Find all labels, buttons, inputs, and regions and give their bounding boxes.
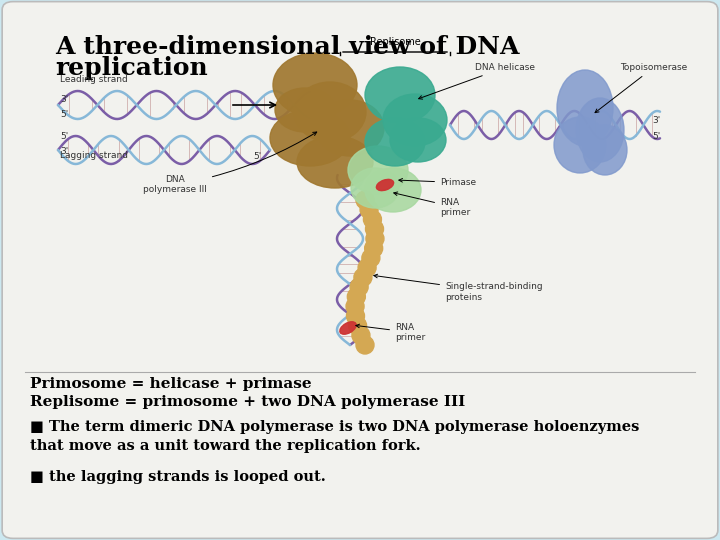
Ellipse shape (294, 82, 366, 142)
Ellipse shape (557, 70, 613, 146)
Ellipse shape (297, 136, 373, 188)
Ellipse shape (273, 53, 357, 117)
Text: Single-strand-binding
proteins: Single-strand-binding proteins (374, 274, 543, 302)
Ellipse shape (316, 100, 384, 156)
Text: RNA
primer: RNA primer (394, 192, 470, 217)
Text: ■ the lagging strands is looped out.: ■ the lagging strands is looped out. (30, 470, 325, 484)
Circle shape (350, 278, 368, 296)
Text: Primase: Primase (399, 178, 476, 187)
Ellipse shape (365, 118, 425, 166)
Text: 3': 3' (60, 147, 68, 156)
Text: Replisome = primosome + two DNA polymerase III: Replisome = primosome + two DNA polymera… (30, 395, 465, 409)
Text: 3': 3' (652, 116, 660, 125)
Ellipse shape (365, 168, 421, 212)
Text: 5': 5' (60, 110, 68, 119)
Ellipse shape (383, 94, 447, 146)
Circle shape (346, 298, 364, 315)
Text: 5': 5' (652, 132, 660, 141)
Circle shape (352, 326, 370, 345)
Ellipse shape (377, 179, 394, 191)
Circle shape (366, 220, 384, 238)
Ellipse shape (275, 88, 335, 132)
Ellipse shape (365, 67, 435, 123)
Ellipse shape (390, 118, 446, 162)
Circle shape (356, 191, 374, 209)
Circle shape (356, 336, 374, 354)
Text: A three-dimensional view of DNA: A three-dimensional view of DNA (55, 35, 520, 59)
Text: Primosome = helicase + primase: Primosome = helicase + primase (30, 377, 312, 391)
Text: 3': 3' (60, 95, 68, 104)
Text: Lagging strand: Lagging strand (60, 151, 128, 160)
Circle shape (364, 239, 382, 258)
Text: DNA
polymerase III: DNA polymerase III (143, 132, 317, 194)
Ellipse shape (340, 322, 356, 334)
Circle shape (346, 307, 364, 325)
Circle shape (362, 249, 380, 267)
Text: Leading strand: Leading strand (60, 75, 127, 84)
Text: RNA
primer: RNA primer (356, 322, 426, 342)
Circle shape (354, 268, 372, 286)
Text: Replisome: Replisome (369, 37, 420, 47)
Ellipse shape (583, 125, 627, 175)
Ellipse shape (348, 146, 408, 194)
Text: Topoisomerase: Topoisomerase (595, 63, 688, 113)
Text: 5': 5' (60, 132, 68, 141)
Text: 5': 5' (253, 152, 261, 161)
Ellipse shape (554, 117, 606, 173)
Ellipse shape (351, 168, 399, 208)
Text: ■ The term dimeric DNA polymerase is two DNA polymerase holoenzymes
that move as: ■ The term dimeric DNA polymerase is two… (30, 420, 639, 453)
Circle shape (347, 288, 365, 306)
Circle shape (348, 316, 366, 335)
Circle shape (364, 211, 382, 228)
Ellipse shape (576, 98, 624, 162)
Circle shape (360, 201, 378, 219)
Text: replication: replication (55, 56, 208, 80)
Text: DNA helicase: DNA helicase (418, 63, 535, 99)
Circle shape (366, 230, 384, 248)
Ellipse shape (270, 110, 350, 166)
Circle shape (358, 259, 376, 276)
